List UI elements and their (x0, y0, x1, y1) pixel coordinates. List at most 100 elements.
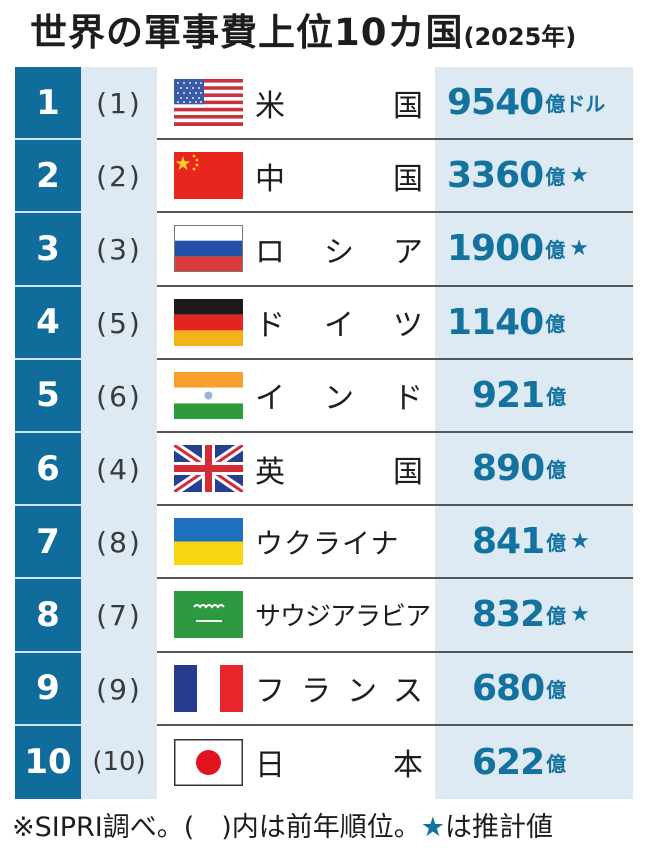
footnote-source: ※SIPRI調べ。( )内は前年順位。 (12, 812, 421, 843)
rank-cell: 2 (15, 140, 81, 214)
country-cell: ウクライナ (157, 506, 435, 580)
country-cell: ロ シ ア (157, 213, 435, 287)
country-cell: フ ラ ン ス (157, 652, 435, 726)
country-name-char: 本 (393, 748, 423, 784)
rank-cell: 3 (15, 213, 81, 287)
amount-cell: 841 億 ★ (435, 506, 633, 580)
table-row: 5 (6) イ ン ド 921 億 (15, 359, 633, 433)
country-name-char: 国 (393, 161, 423, 197)
country-cell: 英 国 (157, 432, 435, 507)
country-cell: ド イ ツ (157, 286, 435, 360)
rank-cell: 6 (15, 432, 81, 507)
country-name-char: ロ (255, 234, 285, 270)
amount-value: 9540 (447, 82, 544, 124)
estimate-star-icon: ★ (569, 163, 589, 189)
amount-value: 680 (472, 667, 545, 709)
country-name-char: ツ (393, 308, 423, 344)
country-name-char: イ (255, 381, 285, 417)
estimate-star-icon: ★ (570, 529, 590, 555)
country-name-char: ド (393, 381, 423, 417)
footnote: ※SIPRI調べ。( )内は前年順位。★は推計値 (12, 806, 642, 850)
country-cell: サウジアラビア (157, 579, 435, 653)
amount-unit: 億 (545, 311, 566, 336)
previous-rank-cell: (3) (81, 213, 157, 287)
usa-flag-icon (174, 79, 243, 127)
amount-cell: 890 億 (435, 432, 633, 507)
country-cell: 日 本 (157, 725, 435, 799)
table-row: 6 (4) 英 国 890 億 (15, 432, 633, 507)
rank-cell: 4 (15, 286, 81, 360)
amount-cell: 832 億 ★ (435, 579, 633, 653)
country-name-char: ス (393, 674, 423, 710)
table-row: 4 (5) ド イ ツ 1140 億 (15, 286, 633, 360)
country-name-char: シ (324, 234, 354, 270)
estimate-star-icon: ★ (420, 812, 446, 843)
rank-cell: 5 (15, 359, 81, 433)
previous-rank-cell: (9) (81, 652, 157, 726)
ranking-table: 1 (1) (15, 67, 633, 799)
amount-unit: 億 (546, 531, 567, 556)
amount-unit: 億 (545, 238, 566, 263)
country-name-char: ラ (301, 674, 331, 710)
previous-rank-cell: (10) (81, 725, 157, 799)
amount-value: 890 (472, 448, 545, 490)
country-name-char: フ (255, 674, 285, 710)
amount-cell: 622 億 (435, 725, 633, 799)
country-name-char: 日 (255, 748, 285, 784)
table-row: 2 (2) 中 国 3360 億 ★ (15, 140, 633, 214)
amount-unit: 億ドル (545, 92, 606, 117)
country-name-char: 国 (393, 88, 423, 124)
rank-cell: 7 (15, 506, 81, 580)
country-cell: 米 国 (157, 67, 435, 141)
china-flag-icon (174, 152, 243, 200)
country-name-char: 国 (393, 454, 423, 490)
amount-value: 832 (472, 594, 545, 636)
amount-value: 622 (472, 741, 545, 783)
country-name: イ ン ド (243, 373, 435, 417)
amount-cell: 1140 億 (435, 286, 633, 360)
country-name-char: ド (255, 308, 285, 344)
country-name: フ ラ ン ス (243, 666, 435, 710)
france-flag-icon (174, 664, 243, 712)
chart-title: 世界の軍事費上位10カ国(2025年) (30, 8, 630, 58)
germany-flag-icon (174, 298, 243, 346)
previous-rank-cell: (4) (81, 432, 157, 507)
country-name: サウジアラビア (255, 602, 431, 633)
amount-unit: 億 (546, 458, 567, 483)
table-row: 10 (10) 日 本 622 億 (15, 725, 633, 799)
previous-rank-cell: (6) (81, 359, 157, 433)
title-year: (2025年) (463, 23, 577, 51)
amount-value: 841 (472, 521, 545, 563)
title-main: 世界の軍事費上位10カ国 (30, 11, 464, 54)
india-flag-icon (174, 371, 243, 419)
table-row: 8 (7) サウジアラビア 832 億 ★ (15, 579, 633, 653)
amount-value: 921 (472, 374, 545, 416)
country-name-char: ン (324, 381, 354, 417)
amount-cell: 3360 億 ★ (435, 140, 633, 214)
country-name-char: ア (393, 234, 423, 270)
amount-unit: 億 (546, 604, 567, 629)
country-name: 米 国 (243, 81, 435, 125)
country-name-char: 中 (255, 161, 285, 197)
japan-flag-icon (174, 738, 243, 786)
amount-cell: 9540 億ドル (435, 67, 633, 141)
country-cell: イ ン ド (157, 359, 435, 433)
country-name: 日 本 (243, 740, 435, 784)
amount-value: 1900 (447, 228, 544, 270)
country-cell: 中 国 (157, 140, 435, 214)
rank-cell: 1 (15, 67, 81, 141)
amount-value: 3360 (447, 155, 544, 197)
country-name-char: 英 (255, 454, 285, 490)
amount-unit: 億 (546, 677, 567, 702)
amount-cell: 1900 億 ★ (435, 213, 633, 287)
country-name-char: イ (324, 308, 354, 344)
uk-flag-icon (174, 445, 243, 493)
rank-cell: 8 (15, 579, 81, 653)
amount-cell: 921 億 (435, 359, 633, 433)
previous-rank-cell: (1) (81, 67, 157, 141)
previous-rank-cell: (2) (81, 140, 157, 214)
amount-unit: 億 (545, 165, 566, 190)
rank-cell: 10 (15, 725, 81, 799)
amount-unit: 億 (546, 751, 567, 776)
previous-rank-cell: (8) (81, 506, 157, 580)
